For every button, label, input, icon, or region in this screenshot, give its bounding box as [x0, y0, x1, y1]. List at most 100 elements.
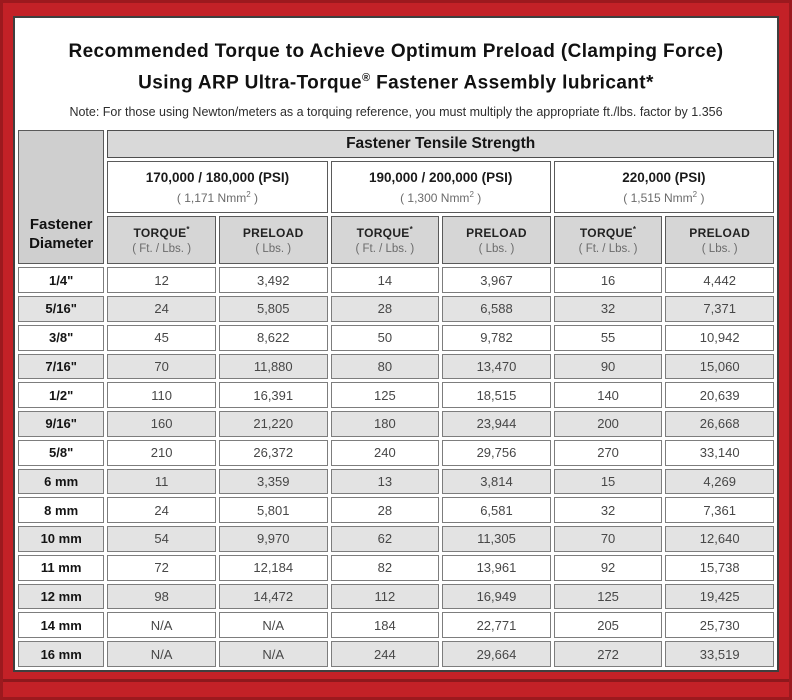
torque-value-cell: N/A	[107, 641, 216, 667]
preload-value-cell: 6,588	[442, 296, 551, 322]
preload-value-cell: 33,519	[665, 641, 774, 667]
preload-value-cell: 23,944	[442, 411, 551, 437]
preload-value-cell: 29,756	[442, 439, 551, 466]
preload-value-cell: 26,372	[218, 439, 328, 466]
fastener-diameter-cell: 11 mm	[18, 554, 105, 581]
torque-value-cell: 28	[330, 296, 440, 322]
psi-group-170-180: 170,000 / 180,000 (PSI) ( 1,171 Nmm2 )	[107, 161, 328, 214]
preload-value-cell: 8,622	[218, 324, 328, 351]
psi-value-label: 190,000 / 200,000 (PSI)	[368, 169, 513, 185]
torque-value-cell: 24	[107, 296, 216, 322]
preload-value-cell: 4,269	[665, 468, 774, 495]
fastener-diameter-cell: 1/2"	[18, 382, 105, 409]
torque-value-cell: 14	[330, 267, 440, 294]
torque-value-cell: 125	[330, 382, 440, 409]
preload-value-cell: 5,805	[218, 296, 328, 322]
preload-column-header: PRELOAD ( Lbs. )	[218, 216, 328, 265]
torque-value-cell: 140	[553, 382, 663, 409]
preload-value-cell: 15,738	[665, 554, 774, 581]
preload-value-cell: 13,470	[442, 353, 551, 380]
torque-value-cell: 92	[553, 554, 663, 581]
fastener-diameter-cell: 6 mm	[18, 468, 105, 495]
preload-column-header: PRELOAD ( Lbs. )	[442, 216, 551, 265]
preload-value-cell: 20,639	[665, 382, 774, 409]
torque-value-cell: 180	[330, 411, 440, 437]
preload-label: PRELOAD	[466, 225, 527, 240]
torque-value-cell: 90	[553, 353, 663, 380]
torque-column-header: TORQUE* ( Ft. / Lbs. )	[107, 216, 216, 265]
torque-value-cell: 272	[553, 641, 663, 667]
unit-header-row: TORQUE* ( Ft. / Lbs. ) PRELOAD ( Lbs. ) …	[18, 216, 774, 265]
torque-value-cell: N/A	[107, 612, 216, 639]
tensile-strength-header: Fastener Tensile Strength	[107, 130, 774, 159]
torque-preload-table: Fastener Diameter Fastener Tensile Stren…	[15, 127, 777, 670]
table-row: 9/16" 160 21,220 180 23,944 200 26,668	[18, 411, 774, 437]
preload-label: PRELOAD	[689, 225, 751, 240]
psi-value-label: 170,000 / 180,000 (PSI)	[145, 169, 290, 185]
preload-value-cell: 10,942	[665, 324, 774, 351]
torque-column-header: TORQUE* ( Ft. / Lbs. )	[553, 216, 663, 265]
fastener-diameter-cell: 8 mm	[18, 497, 105, 524]
preload-value-cell: 3,814	[442, 468, 551, 495]
preload-value-cell: 5,801	[218, 497, 328, 524]
torque-value-cell: 24	[107, 497, 216, 524]
conversion-note: Note: For those using Newton/meters as a…	[69, 105, 723, 120]
preload-value-cell: 14,472	[218, 583, 328, 610]
preload-value-cell: 3,967	[442, 267, 551, 294]
preload-value-cell: 26,668	[665, 411, 774, 437]
preload-value-cell: 6,581	[442, 497, 551, 524]
fastener-diameter-cell: 16 mm	[18, 641, 105, 667]
torque-value-cell: 32	[553, 296, 663, 322]
table-row: 5/16" 24 5,805 28 6,588 32 7,371	[18, 296, 774, 322]
table-row: 3/8" 45 8,622 50 9,782 55 10,942	[18, 324, 774, 351]
torque-value-cell: 11	[107, 468, 216, 495]
footnote-asterisk: *	[632, 225, 637, 235]
preload-value-cell: 16,949	[442, 583, 551, 610]
table-row: 10 mm 54 9,970 62 11,305 70 12,640	[18, 526, 774, 552]
torque-table-body: 1/4" 12 3,492 14 3,967 16 4,442 5/16" 24…	[18, 267, 774, 667]
fastener-diameter-cell: 12 mm	[18, 583, 105, 610]
torque-value-cell: 98	[107, 583, 216, 610]
psi-group-220: 220,000 (PSI) ( 1,515 Nmm2 )	[553, 161, 774, 214]
fastener-diameter-cell: 3/8"	[18, 324, 105, 351]
torque-value-cell: 112	[330, 583, 440, 610]
table-row: 6 mm 11 3,359 13 3,814 15 4,269	[18, 468, 774, 495]
torque-value-cell: 205	[553, 612, 663, 639]
preload-unit-label: ( Lbs. )	[478, 242, 515, 255]
fastener-diameter-cell: 7/16"	[18, 353, 105, 380]
title-line2-post: Fastener Assembly lubricant*	[370, 72, 654, 94]
torque-value-cell: 210	[107, 439, 216, 466]
table-row: 1/2" 110 16,391 125 18,515 140 20,639	[18, 382, 774, 409]
preload-unit-label: ( Lbs. )	[255, 242, 292, 255]
preload-value-cell: 25,730	[665, 612, 774, 639]
torque-value-cell: 184	[330, 612, 440, 639]
fastener-diameter-header: Fastener Diameter	[18, 130, 105, 265]
table-row: 1/4" 12 3,492 14 3,967 16 4,442	[18, 267, 774, 294]
preload-value-cell: 4,442	[665, 267, 774, 294]
torque-column-header: TORQUE* ( Ft. / Lbs. )	[330, 216, 440, 265]
preload-value-cell: 3,492	[218, 267, 328, 294]
superscript-two: 2	[692, 189, 698, 199]
fastener-diameter-cell: 5/8"	[18, 439, 105, 466]
preload-value-cell: 9,782	[442, 324, 551, 351]
torque-value-cell: 12	[107, 267, 216, 294]
preload-value-cell: 21,220	[218, 411, 328, 437]
fastener-diameter-cell: 5/16"	[18, 296, 105, 322]
torque-value-cell: 200	[553, 411, 663, 437]
torque-value-cell: 270	[553, 439, 663, 466]
page-title-line2: Using ARP Ultra-Torque® Fastener Assembl…	[15, 65, 777, 96]
preload-value-cell: N/A	[218, 612, 328, 639]
fastener-diameter-cell: 10 mm	[18, 526, 105, 552]
preload-unit-label: ( Lbs. )	[701, 242, 738, 255]
table-row: 16 mm N/A N/A 244 29,664 272 33,519	[18, 641, 774, 667]
nmm-value-label: ( 1,300 Nmm2 )	[400, 189, 482, 205]
torque-value-cell: 82	[330, 554, 440, 581]
torque-unit-label: ( Ft. / Lbs. )	[355, 243, 415, 256]
nmm-value-label: ( 1,171 Nmm2 )	[176, 189, 259, 205]
preload-column-header: PRELOAD ( Lbs. )	[665, 216, 774, 265]
tensile-strength-header-row: Fastener Diameter Fastener Tensile Stren…	[18, 130, 774, 265]
preload-value-cell: N/A	[218, 641, 328, 667]
fastener-diameter-cell: 1/4"	[18, 267, 105, 294]
preload-label: PRELOAD	[242, 225, 304, 240]
